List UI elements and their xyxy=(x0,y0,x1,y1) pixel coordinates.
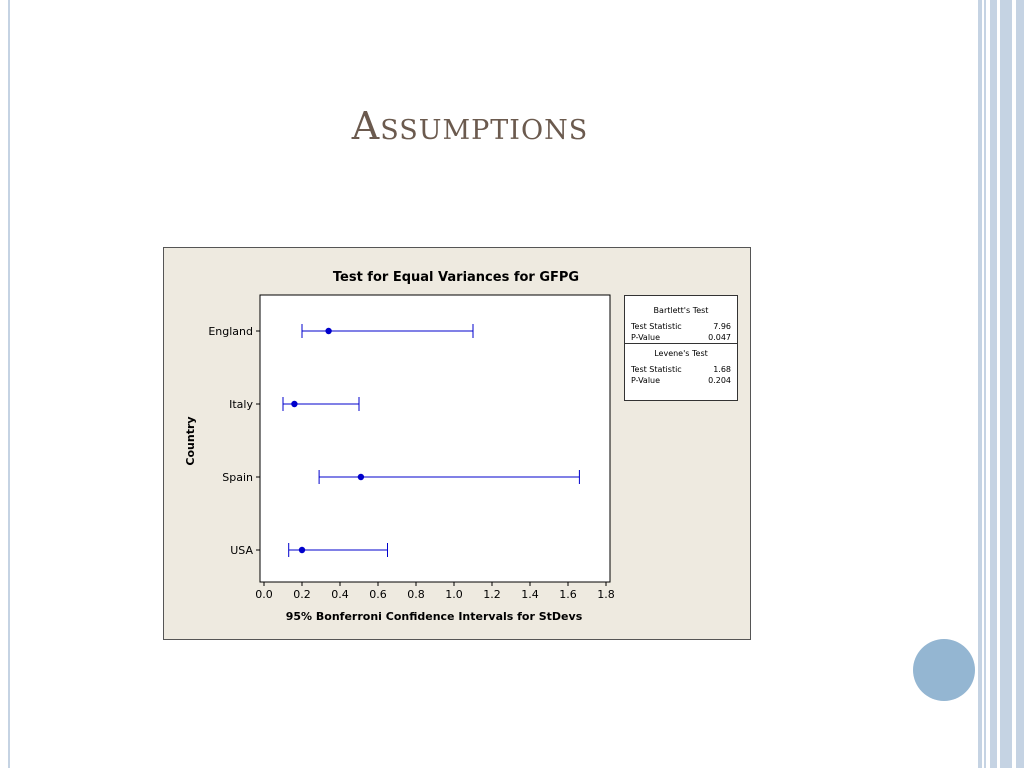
y-tick-label: USA xyxy=(230,544,253,557)
x-tick-label: 0.8 xyxy=(407,588,425,601)
right-decorative-bars xyxy=(976,0,1024,768)
x-axis-label: 95% Bonferroni Confidence Intervals for … xyxy=(286,610,583,623)
bartlett-stat-value: 7.96 xyxy=(713,322,731,331)
levene-p-value: 0.204 xyxy=(708,376,731,385)
bartlett-p-value: 0.047 xyxy=(708,333,731,342)
levene-test-section: Levene's Test Test Statistic 1.68 P-Valu… xyxy=(625,343,737,386)
x-tick-label: 0.0 xyxy=(255,588,273,601)
x-tick-label: 1.6 xyxy=(559,588,577,601)
levene-test-title: Levene's Test xyxy=(654,349,708,358)
bartlett-stat-label: Test Statistic xyxy=(631,322,682,331)
bartlett-p-label: P-Value xyxy=(631,333,661,342)
x-tick-label: 0.2 xyxy=(293,588,311,601)
levene-stat-label: Test Statistic xyxy=(631,365,682,374)
levene-p-label: P-Value xyxy=(631,376,661,385)
estimate-point xyxy=(325,327,332,335)
bartlett-test-section: Bartlett's Test Test Statistic 7.96 P-Va… xyxy=(625,296,737,343)
left-border-line xyxy=(8,0,10,768)
test-results-box: Bartlett's Test Test Statistic 7.96 P-Va… xyxy=(624,295,738,401)
plot-area xyxy=(259,294,611,583)
interval-chart: Test for Equal Variances for GFPG 95% Bon… xyxy=(184,270,615,623)
x-tick-label: 1.4 xyxy=(521,588,539,601)
estimate-point xyxy=(291,400,298,408)
levene-stat-value: 1.68 xyxy=(713,365,731,374)
bartlett-stat-row: Test Statistic 7.96 xyxy=(631,321,731,332)
y-tick-label: England xyxy=(208,325,253,338)
bartlett-p-row: P-Value 0.047 xyxy=(631,332,731,343)
levene-p-row: P-Value 0.204 xyxy=(631,375,731,386)
estimate-point xyxy=(298,546,306,554)
x-tick-label: 1.8 xyxy=(597,588,615,601)
x-tick-label: 0.4 xyxy=(331,588,349,601)
x-tick-label: 1.0 xyxy=(445,588,463,601)
slide-title: Assumptions xyxy=(351,104,589,148)
chart-title: Test for Equal Variances for GFPG xyxy=(333,270,579,285)
y-tick-label: Italy xyxy=(229,398,253,411)
levene-stat-row: Test Statistic 1.68 xyxy=(631,364,731,375)
y-axis-label: Country xyxy=(184,416,197,465)
accent-circle xyxy=(913,639,975,701)
estimate-point xyxy=(357,473,365,481)
y-tick-label: Spain xyxy=(222,471,253,484)
x-tick-label: 1.2 xyxy=(483,588,501,601)
bartlett-test-title: Bartlett's Test xyxy=(653,306,709,315)
chart-frame: Test for Equal Variances for GFPG 95% Bon… xyxy=(163,247,751,640)
x-tick-label: 0.6 xyxy=(369,588,387,601)
